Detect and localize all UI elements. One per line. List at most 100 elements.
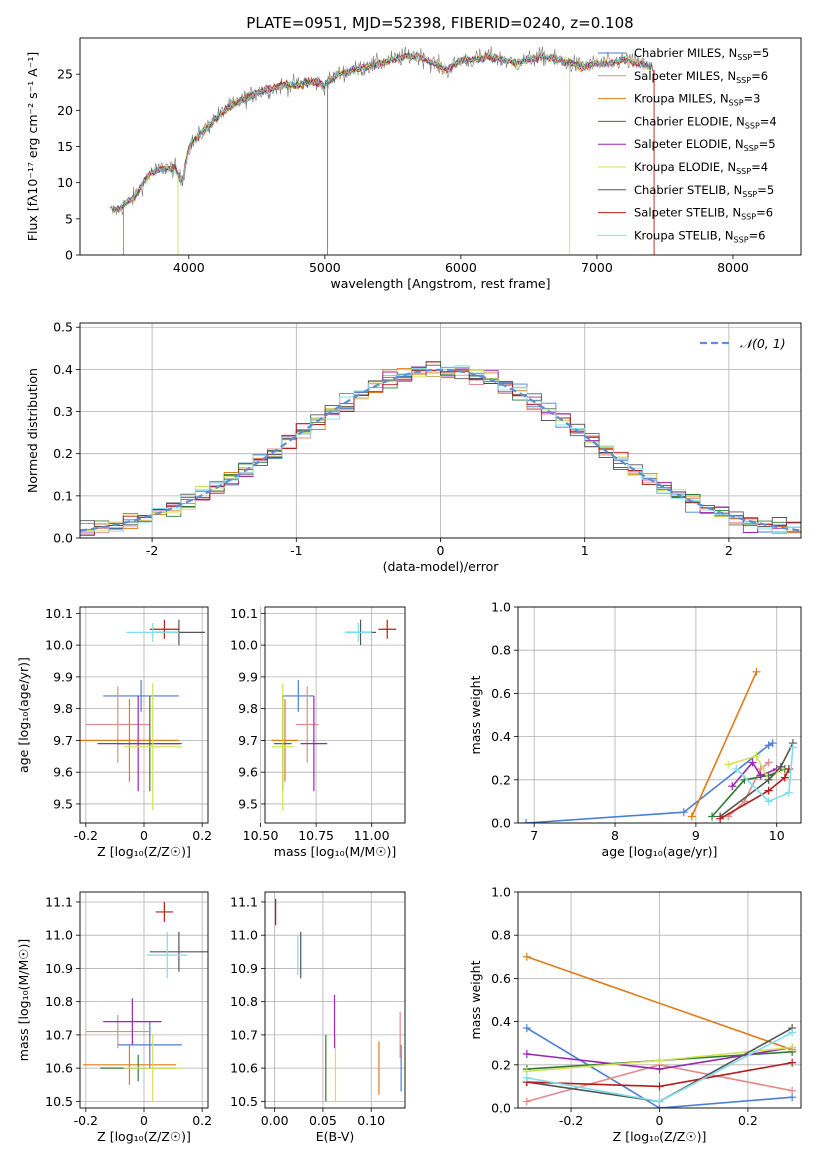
spectrum-data-line xyxy=(109,46,655,216)
x-tick-label: 8000 xyxy=(717,260,749,275)
y-axis-label: mass weight xyxy=(468,960,483,1039)
y-tick-label: 1.0 xyxy=(491,600,511,615)
y-tick-label: 0.0 xyxy=(491,1101,511,1116)
x-tick-label: 10.75 xyxy=(298,828,334,843)
legend-label-n: 6 xyxy=(766,206,773,220)
plot-area xyxy=(522,952,797,1108)
y-tick-label: 9.8 xyxy=(53,701,73,716)
x-tick-label: 1 xyxy=(581,543,589,558)
series-line-chabrier_miles xyxy=(526,1027,793,1108)
series-marker-salpeter_miles xyxy=(788,1086,797,1095)
series-marker-kroupa_stelib xyxy=(788,743,797,752)
series-marker-kroupa_stelib xyxy=(764,797,773,806)
series-marker-salpeter_stelib xyxy=(780,773,789,782)
y-tick-label: 25 xyxy=(57,67,73,82)
y-tick-label: 10.9 xyxy=(45,961,73,976)
y-tick-label: 10.5 xyxy=(230,1094,258,1109)
series-marker-salpeter_elodie xyxy=(748,758,757,767)
axes-frame xyxy=(79,37,802,256)
y-tick-label: 0.6 xyxy=(491,971,511,986)
legend-label-eq: = xyxy=(751,69,761,83)
legend-label-salpeter_stelib: Salpeter STELIB, NSSP=6 xyxy=(634,206,773,222)
y-tick-label: 0.4 xyxy=(53,362,73,377)
y-tick-label: 9.8 xyxy=(238,701,258,716)
y-tick-label: 9.5 xyxy=(238,796,258,811)
legend-label-chabrier_elodie: Chabrier ELODIE, NSSP=4 xyxy=(634,114,777,130)
y-tick-label: 10.0 xyxy=(45,638,73,653)
series-line-chabrier_miles xyxy=(526,742,774,823)
y-tick-label: 0.3 xyxy=(53,404,73,419)
model-line-chabrier_miles xyxy=(112,50,653,213)
series-marker-salpeter_elodie xyxy=(522,1050,531,1058)
y-tick-label: 15 xyxy=(57,139,73,154)
legend-label-n: 5 xyxy=(762,46,769,60)
x-tick-label: 0.2 xyxy=(192,828,212,843)
legend-label-chabrier_stelib: Chabrier STELIB, NSSP=5 xyxy=(634,183,774,199)
y-tick-label: 0 xyxy=(65,248,73,263)
y-tick-label: 0.2 xyxy=(53,446,73,461)
series-marker-kroupa_stelib xyxy=(732,765,741,773)
y-tick-label: 10.1 xyxy=(230,606,258,621)
histogram-kroupa_elodie xyxy=(80,365,801,532)
legend-label-text: Salpeter ELODIE, N xyxy=(634,137,744,151)
legend-label-normal: 𝒩(0, 1) xyxy=(740,336,786,351)
series-marker-chabrier_miles xyxy=(679,808,688,817)
series-marker-salpeter_stelib xyxy=(655,1082,664,1091)
series-marker-chabrier_stelib xyxy=(776,762,785,771)
x-tick-label: -0.2 xyxy=(74,828,98,843)
series-line-kroupa_stelib xyxy=(735,747,794,803)
x-tick-label: 0.05 xyxy=(309,1113,337,1128)
x-tick-label: -1 xyxy=(290,543,302,558)
legend-label-n: 4 xyxy=(761,160,768,174)
y-tick-label: 9.6 xyxy=(238,765,258,780)
axes-frame xyxy=(79,891,209,1109)
series-marker-salpeter_miles xyxy=(522,1097,531,1106)
series-marker-chabrier_miles xyxy=(522,1024,531,1033)
legend-label-kroupa_elodie: Kroupa ELODIE, NSSP=4 xyxy=(634,160,768,176)
series-marker-kroupa_stelib xyxy=(655,1097,664,1106)
legend-label-text: Chabrier MILES, N xyxy=(634,46,737,60)
legend-label-eq: = xyxy=(759,137,769,151)
panel-spectrum: 4000 5000 6000 7000 8000 0 5 10 15 20 25 wavelength… xyxy=(25,37,802,291)
plot-area xyxy=(82,901,208,1102)
y-tick-label: 0.8 xyxy=(491,928,511,943)
plot-area xyxy=(80,360,801,536)
axes-frame xyxy=(517,606,802,824)
axes-frame xyxy=(264,606,406,824)
y-tick-label: 10.1 xyxy=(45,606,73,621)
legend-label-sub: SSP xyxy=(736,76,751,85)
axes-frame xyxy=(517,891,802,1109)
plot-area xyxy=(80,619,206,811)
plot-area xyxy=(109,46,655,255)
y-tick-label: 0.4 xyxy=(491,729,511,744)
model-line-chabrier_stelib xyxy=(112,51,653,212)
x-axis-label: Z [log₁₀(Z/Z☉)] xyxy=(97,844,191,859)
panel-mass_weight_vs_age: 7 8 9 10 0.0 0.2 0.4 0.6 0.8 1.0 age [log₁₀(age/yr… xyxy=(468,600,802,859)
x-tick-label: 0.2 xyxy=(738,1113,758,1128)
series-marker-salpeter_stelib xyxy=(788,1058,797,1067)
y-tick-label: 0.0 xyxy=(53,531,73,546)
legend-label-n: 5 xyxy=(768,137,775,151)
legend-label-sub: SSP xyxy=(741,213,756,222)
y-tick-label: 10.0 xyxy=(230,638,258,653)
series-marker-kroupa_elodie xyxy=(752,752,761,761)
axes-frame xyxy=(264,891,406,1109)
legend-label-n: 5 xyxy=(767,183,774,197)
legend-label-eq: = xyxy=(749,228,759,242)
y-tick-label: 10.7 xyxy=(230,1027,258,1042)
x-tick-label: 0 xyxy=(656,1113,664,1128)
x-tick-label: 7000 xyxy=(581,260,613,275)
model-line-chabrier_elodie xyxy=(112,52,653,214)
y-tick-label: 0.6 xyxy=(491,686,511,701)
x-tick-label: -0.2 xyxy=(559,1113,583,1128)
legend-label-text: Kroupa ELODIE, N xyxy=(634,160,736,174)
plot-area xyxy=(522,667,797,823)
x-tick-label: 7 xyxy=(530,828,538,843)
y-tick-label: 0.2 xyxy=(491,1057,511,1072)
x-tick-label: 0.00 xyxy=(261,1113,289,1128)
legend-label-sub: SSP xyxy=(734,235,749,244)
legend-label-n: 4 xyxy=(769,114,776,128)
x-tick-label: 6000 xyxy=(445,260,477,275)
legend-label-text: Kroupa STELIB, N xyxy=(634,228,734,242)
